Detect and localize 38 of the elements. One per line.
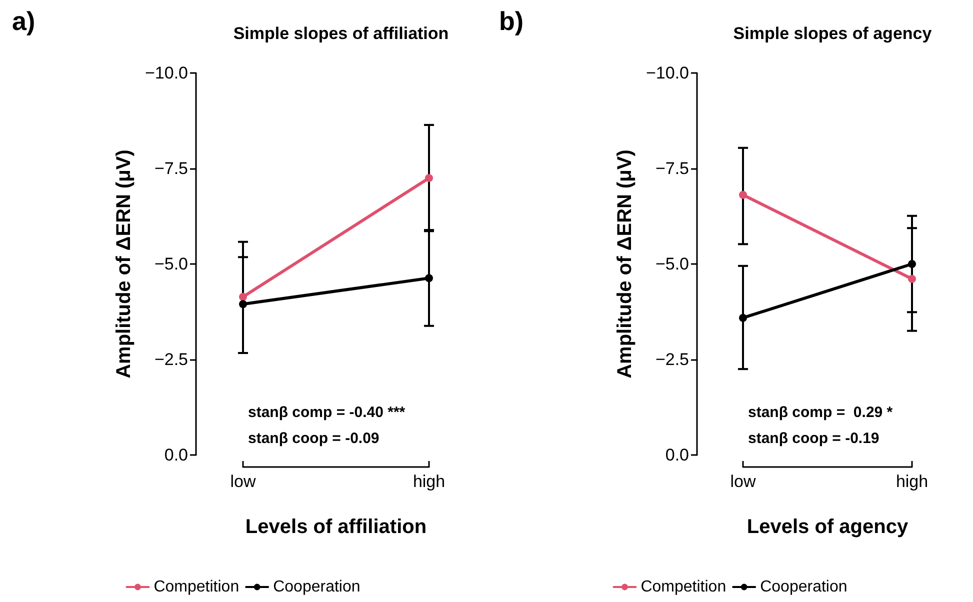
point bbox=[425, 274, 433, 282]
annotation: stanβ comp = 0.29 * bbox=[748, 404, 893, 421]
y-axis-title: Amplitude of ΔERN (μV) bbox=[614, 150, 636, 378]
text: a) bbox=[12, 6, 36, 36]
text: b) bbox=[499, 6, 524, 36]
legend-label: Competition bbox=[640, 578, 726, 596]
x-axis-title: Levels of agency bbox=[746, 516, 909, 538]
legend-label: Cooperation bbox=[760, 578, 848, 596]
x-axis-title: Levels of affiliation bbox=[245, 516, 427, 538]
point bbox=[239, 300, 247, 308]
legend-label: Cooperation bbox=[273, 578, 360, 596]
y-tick-label: −5.0 bbox=[154, 254, 188, 274]
y-tick-label: 0.0 bbox=[164, 446, 188, 464]
y-tick-label: −2.5 bbox=[655, 350, 689, 369]
x-tick-label: low bbox=[230, 472, 256, 491]
point bbox=[908, 260, 916, 268]
annotation: stanβ coop = -0.19 bbox=[748, 430, 880, 447]
chart-title: Simple slopes of affiliation bbox=[233, 24, 449, 43]
legend-label: Competition bbox=[154, 578, 240, 596]
y-tick-label: −7.5 bbox=[154, 159, 188, 178]
y-tick-label: −10.0 bbox=[646, 64, 689, 82]
y-tick-label: −7.5 bbox=[655, 159, 689, 178]
x-tick-label: high bbox=[412, 472, 446, 491]
y-tick-label: −5.0 bbox=[655, 254, 689, 274]
chart-title: Simple slopes of agency bbox=[733, 24, 932, 43]
x-tick-label: high bbox=[896, 472, 928, 491]
point bbox=[908, 274, 916, 283]
y-axis-title: Amplitude of ΔERN (μV) bbox=[113, 150, 135, 378]
annotation: stanβ coop = -0.09 bbox=[248, 430, 380, 447]
point bbox=[425, 174, 433, 182]
point bbox=[739, 314, 747, 322]
x-tick-label: low bbox=[730, 472, 756, 491]
y-tick-label: 0.0 bbox=[665, 446, 689, 464]
point bbox=[739, 190, 747, 199]
y-tick-label: −2.5 bbox=[154, 350, 188, 369]
annotation: stanβ comp = -0.40 *** bbox=[248, 404, 406, 421]
y-tick-label: −10.0 bbox=[144, 64, 188, 82]
point bbox=[239, 292, 247, 301]
